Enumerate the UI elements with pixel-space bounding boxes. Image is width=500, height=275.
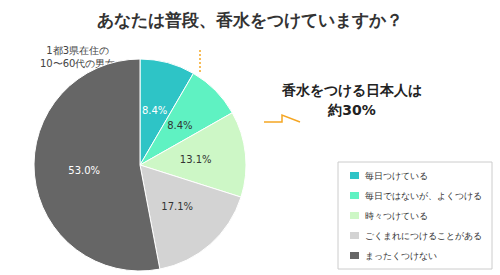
svg-text:10〜60代の男女: 10〜60代の男女 bbox=[40, 58, 116, 69]
svg-text:まったくつけない: まったくつけない bbox=[365, 251, 437, 261]
svg-text:13.1%: 13.1% bbox=[180, 154, 212, 165]
svg-text:約30%: 約30% bbox=[327, 102, 376, 118]
svg-text:時々つけている: 時々つけている bbox=[365, 211, 428, 221]
svg-text:あなたは普段、香水をつけていますか？: あなたは普段、香水をつけていますか？ bbox=[97, 10, 403, 30]
svg-text:ごくまれにつけることがある: ごくまれにつけることがある bbox=[365, 231, 482, 241]
svg-text:香水をつける日本人は: 香水をつける日本人は bbox=[281, 82, 422, 98]
svg-text:8.4%: 8.4% bbox=[167, 120, 192, 131]
svg-text:1都3県在住の: 1都3県在住の bbox=[46, 45, 109, 56]
svg-text:毎日ではないが、よくつける: 毎日ではないが、よくつける bbox=[365, 191, 482, 201]
svg-text:53.0%: 53.0% bbox=[68, 165, 100, 176]
svg-text:8.4%: 8.4% bbox=[142, 105, 167, 116]
svg-text:17.1%: 17.1% bbox=[161, 201, 193, 212]
svg-text:毎日つけている: 毎日つけている bbox=[365, 171, 428, 181]
